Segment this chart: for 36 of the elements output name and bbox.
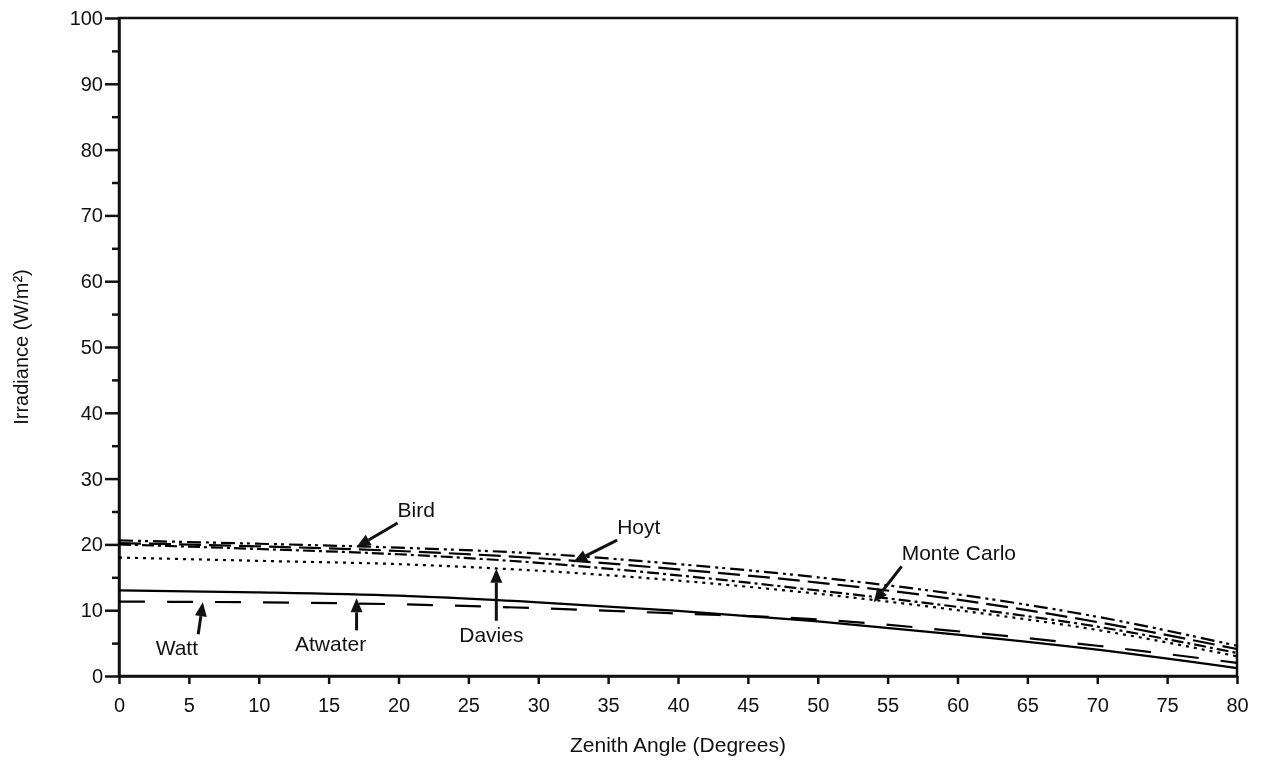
y-tick-label: 50: [80, 335, 103, 358]
y-tick-label: 40: [80, 401, 103, 424]
y-tick-label: 10: [80, 599, 103, 622]
y-tick-label: 80: [80, 138, 103, 161]
annotation: Monte Carlo: [901, 541, 1017, 565]
y-tick-label: 90: [80, 72, 103, 95]
x-tick-label: 80: [1226, 694, 1249, 717]
x-tick-label: 35: [597, 694, 620, 717]
y-tick-label: 20: [80, 533, 103, 556]
x-tick-label: 40: [667, 694, 690, 717]
annotation: Atwater: [294, 632, 367, 656]
x-tick-label: 0: [113, 694, 126, 717]
x-tick-label: 65: [1016, 694, 1039, 717]
y-tick-label: 60: [80, 270, 103, 293]
x-tick-label: 50: [807, 694, 830, 717]
x-tick-label: 10: [248, 694, 271, 717]
annotation: Watt: [155, 636, 199, 660]
x-tick-label: 60: [946, 694, 970, 717]
x-tick-label: 15: [318, 694, 341, 717]
x-tick-label: 55: [877, 694, 900, 717]
x-axis-title: Zenith Angle (Degrees): [570, 733, 786, 756]
annotation: Davies: [459, 622, 524, 646]
x-tick-label: 75: [1156, 694, 1179, 717]
x-tick-label: 25: [457, 694, 480, 717]
x-tick-label: 5: [183, 694, 195, 717]
y-axis-title: Irradiance (W/m²): [10, 269, 32, 425]
annotation: Hoyt: [617, 515, 661, 539]
annotation: Bird: [397, 498, 435, 522]
y-tick-label: 30: [80, 467, 103, 490]
y-tick-label: 70: [80, 204, 103, 227]
x-tick-label: 70: [1086, 694, 1109, 717]
x-tick-label: 20: [387, 694, 411, 717]
y-tick-label: 0: [91, 664, 103, 687]
x-tick-label: 30: [527, 694, 550, 717]
x-tick-label: 45: [737, 694, 760, 717]
y-tick-label: 100: [69, 6, 103, 29]
